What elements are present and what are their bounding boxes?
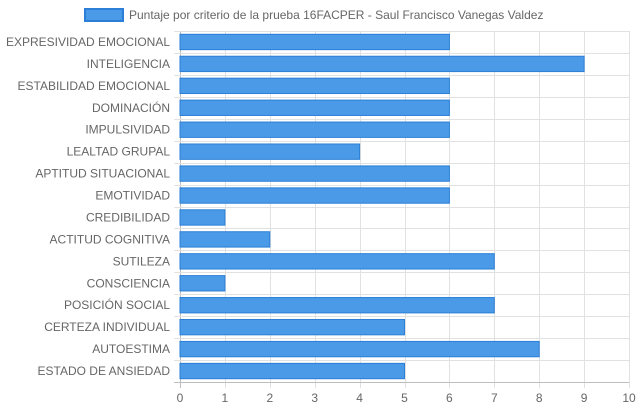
x-tick-label: 7 (491, 391, 498, 405)
category-label: LEALTAD GRUPAL (67, 145, 171, 159)
x-tick-label: 2 (266, 391, 273, 405)
bar[interactable] (179, 165, 450, 182)
bar[interactable] (179, 187, 450, 204)
category-label: EXPRESIVIDAD EMOCIONAL (6, 35, 170, 49)
category-label: ESTABILIDAD EMOCIONAL (18, 79, 171, 93)
category-label: APTITUD SITUACIONAL (35, 167, 170, 181)
bar[interactable] (179, 77, 450, 95)
category-label: IMPULSIVIDAD (85, 123, 170, 137)
legend[interactable]: Puntaje por criterio de la prueba 16FACP… (84, 8, 543, 22)
category-label: CERTEZA INDIVIDUAL (44, 320, 170, 334)
x-tick-label: 4 (356, 391, 363, 405)
x-tick-label: 5 (401, 391, 408, 405)
category-label: SUTILEZA (113, 254, 170, 268)
bar[interactable] (179, 33, 450, 51)
bar[interactable] (179, 143, 361, 160)
x-tick-label: 1 (222, 391, 229, 405)
category-label: ACTITUD COGNITIVA (50, 232, 170, 246)
category-label: ESTADO DE ANSIEDAD (38, 364, 171, 378)
bars (179, 33, 585, 380)
category-label: CONSCIENCIA (87, 276, 170, 290)
category-label: DOMINACIÓN (92, 100, 170, 115)
x-tick-label: 9 (581, 391, 588, 405)
x-tick-label: 10 (622, 391, 636, 405)
bar[interactable] (179, 275, 226, 292)
bar[interactable] (179, 99, 450, 116)
x-tick-label: 6 (446, 391, 453, 405)
bar[interactable] (179, 209, 226, 226)
x-axis-ticks: 0 1 2 3 4 5 6 7 8 9 10 (177, 391, 636, 405)
x-tick-label: 8 (536, 391, 543, 405)
bar[interactable] (179, 340, 540, 358)
legend-label: Puntaje por criterio de la prueba 16FACP… (129, 8, 543, 22)
category-label: CREDIBILIDAD (86, 210, 170, 224)
bar[interactable] (179, 362, 405, 380)
category-label: AUTOESTIMA (92, 342, 170, 356)
category-label: EMOTIVIDAD (95, 189, 170, 203)
bar[interactable] (179, 253, 495, 270)
legend-swatch (84, 8, 124, 22)
category-labels: EXPRESIVIDAD EMOCIONAL INTELIGENCIA ESTABI… (6, 35, 170, 378)
bar[interactable] (179, 55, 585, 73)
bar[interactable] (179, 318, 405, 336)
category-label: POSICIÓN SOCIAL (64, 297, 170, 312)
x-tick-label: 3 (311, 391, 318, 405)
x-tick-label: 0 (177, 391, 184, 405)
bar[interactable] (179, 297, 495, 314)
category-label: INTELIGENCIA (87, 57, 170, 71)
bar[interactable] (179, 121, 450, 138)
bar[interactable] (179, 231, 271, 248)
